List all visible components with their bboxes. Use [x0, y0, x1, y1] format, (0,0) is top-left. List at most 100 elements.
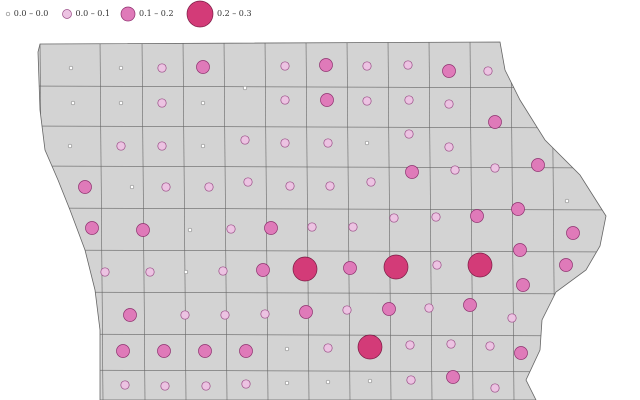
- county-symbol: [200, 100, 206, 106]
- state-shape: [37, 41, 607, 400]
- county-symbol: [220, 310, 230, 320]
- county-symbol: [490, 163, 500, 173]
- county-border: [346, 42, 351, 400]
- county-symbol: [78, 180, 92, 194]
- county-symbol: [196, 60, 210, 74]
- county-symbol: [284, 380, 290, 386]
- county-symbol: [116, 141, 126, 151]
- county-symbol: [446, 339, 456, 349]
- county-symbol: [450, 165, 460, 175]
- county-symbol: [470, 209, 484, 223]
- county-symbol: [490, 383, 500, 393]
- county-symbol: [531, 158, 545, 172]
- county-symbol: [100, 267, 110, 277]
- county-border: [99, 42, 104, 400]
- county-symbol: [357, 334, 383, 360]
- county-symbol: [241, 379, 251, 389]
- county-symbol: [292, 256, 318, 282]
- county-symbol: [242, 85, 248, 91]
- county-symbol: [405, 165, 419, 179]
- county-symbol: [204, 182, 214, 192]
- county-symbol: [404, 129, 414, 139]
- county-symbol: [513, 243, 527, 257]
- county-symbol: [136, 223, 150, 237]
- county-symbol: [280, 95, 290, 105]
- legend-label: 0.1 – 0.2: [139, 9, 174, 18]
- county-symbol: [320, 93, 334, 107]
- county-border: [38, 249, 606, 253]
- county-symbol: [157, 141, 167, 151]
- county-symbol: [198, 344, 212, 358]
- county-symbol: [325, 181, 335, 191]
- county-border: [38, 165, 606, 169]
- legend-swatch: [120, 6, 136, 22]
- county-symbol: [566, 226, 580, 240]
- county-symbol: [507, 313, 517, 323]
- county-symbol: [260, 309, 270, 319]
- county-border: [223, 42, 228, 400]
- county-symbol: [364, 140, 370, 146]
- legend-swatch: [5, 11, 11, 17]
- county-symbol: [444, 142, 454, 152]
- county-symbol: [68, 65, 74, 71]
- county-symbol: [444, 99, 454, 109]
- county-symbol: [343, 261, 357, 275]
- county-symbol: [485, 341, 495, 351]
- county-symbol: [123, 308, 137, 322]
- legend: 0.0 – 0.0 0.0 – 0.1 0.1 – 0.2 0.2 – 0.3: [5, 0, 252, 28]
- legend-label: 0.0 – 0.0: [14, 9, 49, 18]
- county-symbol: [431, 212, 441, 222]
- county-symbol: [280, 61, 290, 71]
- county-border: [510, 42, 515, 400]
- county-symbol: [366, 177, 376, 187]
- county-symbol: [70, 100, 76, 106]
- county-lines: [38, 42, 606, 400]
- county-symbol: [516, 278, 530, 292]
- county-symbol: [218, 266, 228, 276]
- county-border: [141, 42, 146, 400]
- county-symbol: [243, 177, 253, 187]
- county-symbol: [299, 305, 313, 319]
- county-symbol: [564, 198, 570, 204]
- county-symbol: [240, 135, 250, 145]
- state-map: [37, 41, 607, 400]
- county-symbol: [226, 224, 236, 234]
- county-symbol: [323, 138, 333, 148]
- county-symbol: [256, 263, 270, 277]
- county-symbol: [118, 100, 124, 106]
- county-symbol: [201, 381, 211, 391]
- county-symbol: [404, 95, 414, 105]
- county-symbol: [446, 370, 460, 384]
- county-symbol: [307, 222, 317, 232]
- county-symbol: [348, 222, 358, 232]
- county-symbol: [383, 254, 409, 280]
- county-symbol: [161, 182, 171, 192]
- county-border: [38, 291, 606, 295]
- county-symbol: [120, 380, 130, 390]
- county-border: [387, 42, 392, 400]
- county-symbol: [406, 375, 416, 385]
- county-symbol: [264, 221, 278, 235]
- county-symbol: [488, 115, 502, 129]
- county-symbol: [511, 202, 525, 216]
- county-symbol: [187, 227, 193, 233]
- county-symbol: [403, 60, 413, 70]
- county-symbol: [145, 267, 155, 277]
- county-symbol: [319, 58, 333, 72]
- county-symbol: [200, 143, 206, 149]
- legend-label: 0.2 – 0.3: [217, 9, 252, 18]
- county-border: [305, 42, 310, 400]
- county-border: [38, 333, 606, 337]
- county-symbol: [432, 260, 442, 270]
- county-symbol: [424, 303, 434, 313]
- county-symbol: [284, 346, 290, 352]
- county-symbol: [280, 138, 290, 148]
- county-symbol: [157, 98, 167, 108]
- county-symbol: [180, 310, 190, 320]
- county-border: [182, 42, 187, 400]
- county-symbol: [405, 340, 415, 350]
- county-border: [38, 85, 606, 89]
- county-symbol: [118, 65, 124, 71]
- county-symbol: [160, 381, 170, 391]
